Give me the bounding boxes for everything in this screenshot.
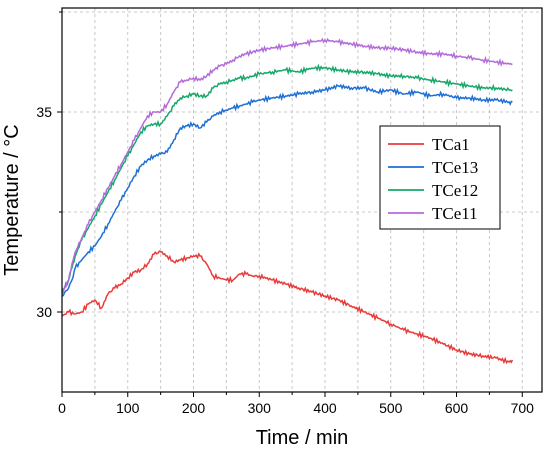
x-tick-label: 300 — [248, 400, 272, 416]
y-tick-label: 35 — [36, 104, 52, 120]
plot-frame — [61, 7, 543, 393]
x-tick-label: 100 — [116, 400, 140, 416]
series-line-tca1 — [61, 250, 514, 365]
series-line-tce13 — [61, 83, 513, 297]
y-tick-label: 30 — [36, 304, 52, 320]
tick-layer: 0 100 200 300 400 500 600 700 30 35 — [36, 11, 535, 416]
series-line-tce11 — [61, 37, 513, 295]
y-axis-title: Temperature / °C — [1, 124, 23, 275]
legend-label-tca1: TCa1 — [432, 135, 470, 154]
x-tick-label: 200 — [182, 400, 206, 416]
x-tick-label: 600 — [445, 400, 469, 416]
x-tick-label: 700 — [511, 400, 535, 416]
series-layer — [61, 37, 514, 365]
legend-label-tce13: TCe13 — [432, 158, 478, 177]
legend-label-tce12: TCe12 — [432, 181, 478, 200]
x-tick-label: 500 — [379, 400, 403, 416]
legend: TCa1 TCe13 TCe12 TCe11 — [379, 125, 501, 230]
x-axis-title: Time / min — [256, 427, 349, 449]
grid-layer — [62, 8, 542, 392]
x-tick-label: 0 — [58, 400, 66, 416]
legend-label-tce11: TCe11 — [432, 204, 478, 223]
series-line-tce12 — [61, 63, 513, 293]
x-tick-label: 400 — [313, 400, 337, 416]
